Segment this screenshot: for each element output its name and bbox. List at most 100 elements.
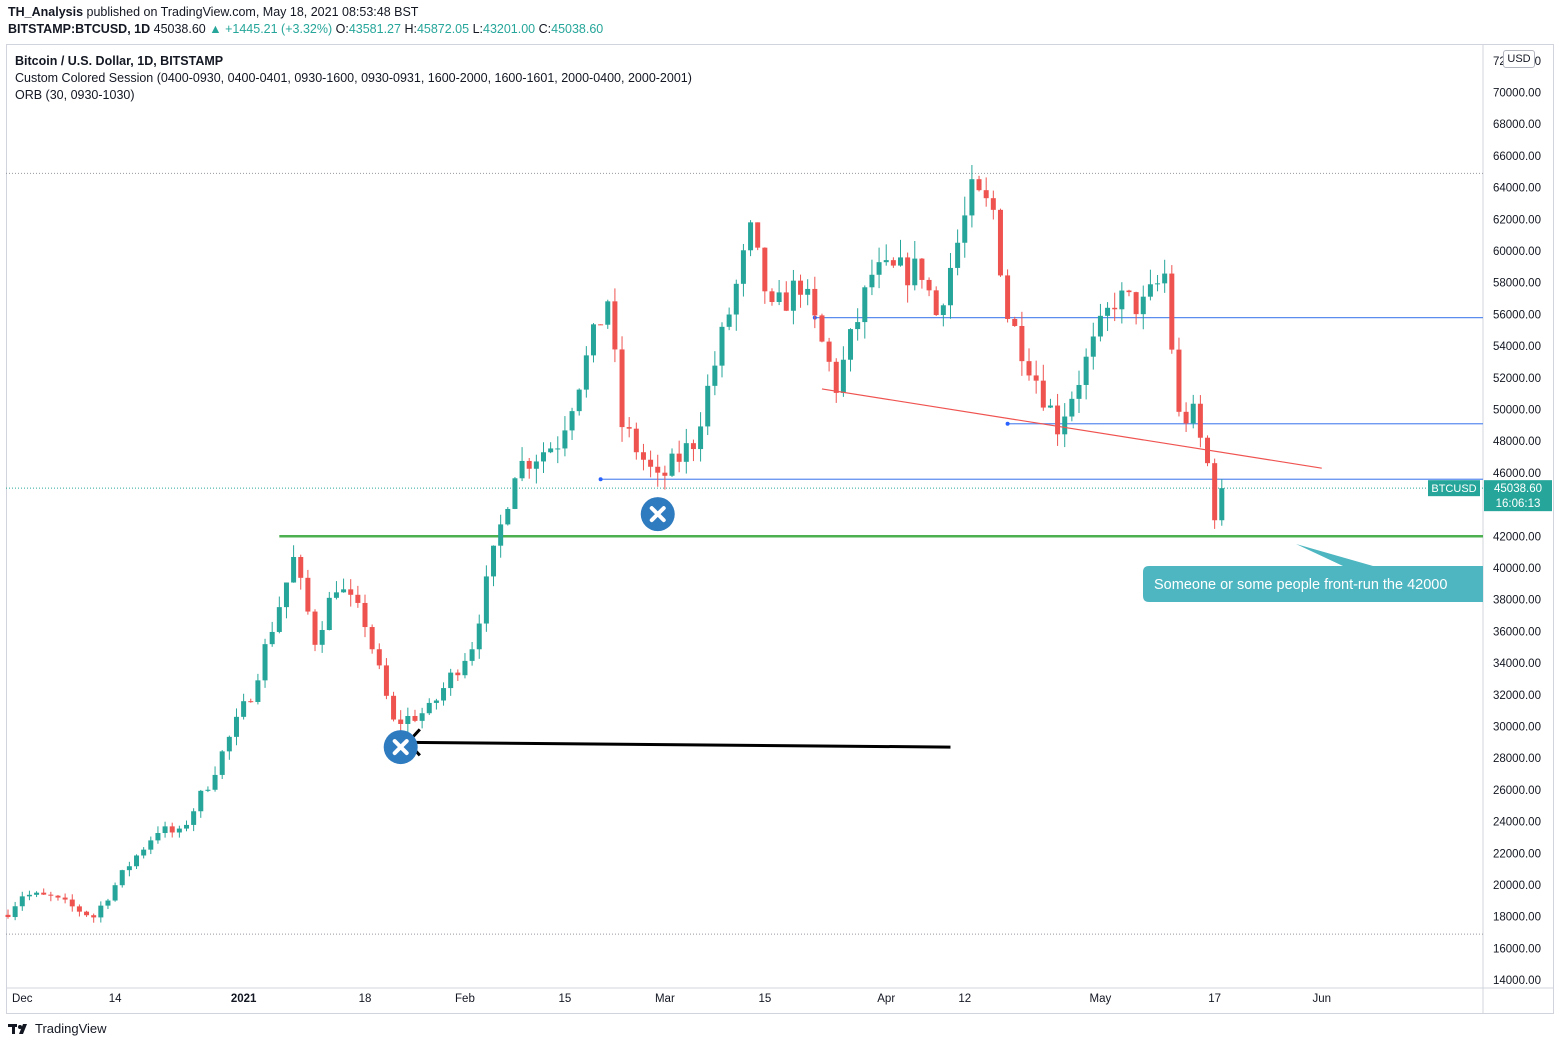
candle-body xyxy=(391,695,397,720)
candle-body xyxy=(184,824,189,829)
candle-body xyxy=(1026,361,1032,376)
candle-body xyxy=(1005,275,1011,319)
y-tick-label: 16000.00 xyxy=(1493,943,1541,955)
candle-body xyxy=(34,892,40,895)
candle-body xyxy=(990,198,996,210)
candle-body xyxy=(1155,283,1161,285)
candle-body xyxy=(226,736,232,752)
candle-body xyxy=(76,906,82,912)
candle-body xyxy=(119,870,125,886)
candle-body xyxy=(583,355,589,390)
candle-body xyxy=(912,258,918,286)
low-label: L: xyxy=(472,22,483,36)
candle-body xyxy=(219,751,225,775)
callout-annotation[interactable]: Someone or some people front-run the 420… xyxy=(1143,544,1483,602)
candle-body xyxy=(255,680,261,702)
footer: TradingView xyxy=(8,1021,107,1036)
last-price: 45038.60 xyxy=(153,22,206,36)
y-tick-label: 46000.00 xyxy=(1493,468,1541,480)
candle-body xyxy=(683,443,689,462)
candle-body xyxy=(940,305,946,316)
y-tick-label: 28000.00 xyxy=(1493,753,1541,765)
y-tick-label: 50000.00 xyxy=(1493,405,1541,417)
candle-body xyxy=(598,324,604,326)
candle-body xyxy=(719,326,725,366)
candle-body xyxy=(1197,403,1203,438)
candle-body xyxy=(1033,375,1039,381)
candle-body xyxy=(176,828,182,833)
candle-body xyxy=(262,644,268,681)
x-tick-label: Apr xyxy=(877,993,895,1005)
candle-body xyxy=(1055,405,1061,435)
candle-body xyxy=(441,688,447,701)
legend-title[interactable]: Bitcoin / U.S. Dollar, 1D, BITSTAMP xyxy=(15,54,224,68)
candle-body xyxy=(840,359,846,393)
candle-body xyxy=(576,389,582,412)
candle-body xyxy=(1076,384,1082,399)
candle-body xyxy=(1012,318,1018,326)
candle-body xyxy=(1112,307,1118,310)
candle-body xyxy=(512,478,518,509)
candle-body xyxy=(355,594,361,603)
candle-body xyxy=(412,716,418,721)
legend-session-indicator[interactable]: Custom Colored Session (0400-0930, 0400-… xyxy=(15,71,692,85)
footer-brand[interactable]: TradingView xyxy=(35,1021,107,1036)
legend-orb-indicator[interactable]: ORB (30, 0930-1030) xyxy=(15,88,135,102)
candle-body xyxy=(241,701,247,717)
publish-header: TH_Analysis published on TradingView.com… xyxy=(8,4,603,38)
candle-body xyxy=(1105,307,1111,316)
publish-info: published on TradingView.com, May 18, 20… xyxy=(86,5,419,19)
x-tick-label: May xyxy=(1090,993,1112,1005)
symbol-price-tag xyxy=(1428,480,1480,497)
y-tick-label: 26000.00 xyxy=(1493,785,1541,797)
y-tick-label: 64000.00 xyxy=(1493,183,1541,195)
y-tick-label: 60000.00 xyxy=(1493,246,1541,258)
candle-body xyxy=(341,589,347,593)
candle-body xyxy=(826,341,832,362)
candle-body xyxy=(976,179,982,191)
candle-body xyxy=(755,222,761,248)
candle-body xyxy=(1176,349,1182,412)
candle-body xyxy=(876,262,882,275)
author-name[interactable]: TH_Analysis xyxy=(8,5,84,19)
candle-body xyxy=(462,660,468,676)
currency-button[interactable]: USD xyxy=(1503,50,1535,68)
candle-body xyxy=(962,215,968,243)
chart-frame xyxy=(6,44,1554,1014)
candle-body xyxy=(605,301,611,325)
x-tick-label: 12 xyxy=(958,993,971,1005)
candle-body xyxy=(126,866,132,871)
candle-body xyxy=(169,826,175,833)
y-tick-label: 24000.00 xyxy=(1493,817,1541,829)
candle-body xyxy=(848,329,854,360)
candle-body xyxy=(590,324,596,356)
candle-body xyxy=(91,915,97,918)
candle-body xyxy=(905,257,911,286)
candle-body xyxy=(933,290,939,316)
candle-body xyxy=(448,672,454,689)
candle-body xyxy=(69,899,75,907)
x-tick-label: Feb xyxy=(455,993,475,1005)
callout-text: Someone or some people front-run the 420… xyxy=(1154,577,1447,593)
candle-body xyxy=(626,427,632,429)
candle-body xyxy=(162,826,168,834)
candle-body xyxy=(612,301,618,350)
candle-body xyxy=(105,900,111,906)
candle-body xyxy=(112,885,118,901)
x-tick-label: Mar xyxy=(655,993,675,1005)
x-tick-label: 18 xyxy=(359,993,372,1005)
candle-body xyxy=(41,892,47,895)
axis-price-tag xyxy=(1484,480,1552,512)
candle-body xyxy=(1097,315,1103,337)
candle-body xyxy=(798,280,804,295)
close-value: 45038.60 xyxy=(551,22,604,36)
candle-body xyxy=(362,602,368,628)
candle-body xyxy=(376,649,382,666)
candle-body xyxy=(305,577,311,612)
trendline xyxy=(821,388,1322,469)
x-tick-label: Jun xyxy=(1312,993,1331,1005)
candle-body xyxy=(519,460,525,479)
candle-body xyxy=(562,430,568,449)
candle-body xyxy=(62,897,68,900)
